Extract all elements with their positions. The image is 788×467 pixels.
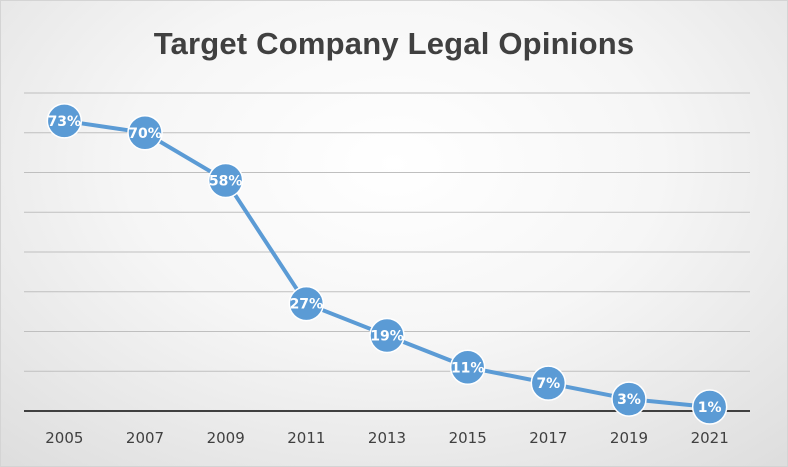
data-point-marker: [611, 381, 647, 417]
data-label: 27%: [290, 297, 324, 313]
data-point-marker: [207, 162, 244, 199]
x-tick-label: 2009: [207, 429, 245, 447]
chart-title: Target Company Legal Opinions: [153, 26, 635, 61]
x-axis-tick-labels: 2005 2007 2009 2011 2013 2015 2017 2019 2021: [45, 429, 729, 447]
data-point-marker: [288, 285, 325, 322]
data-label: 1%: [698, 400, 722, 416]
data-point-marker: [127, 115, 163, 151]
data-label: 3%: [617, 392, 641, 408]
series-line-path: [64, 118, 710, 410]
x-tick-label: 2015: [449, 429, 487, 447]
data-label: 7%: [536, 376, 560, 392]
x-tick-label: 2017: [529, 429, 567, 447]
data-label: 73%: [48, 114, 82, 130]
x-tick-label: 2011: [287, 429, 325, 447]
data-label: 19%: [370, 328, 404, 344]
x-tick-label: 2019: [610, 429, 648, 447]
data-label: 70%: [128, 126, 162, 142]
x-tick-label: 2007: [126, 429, 164, 447]
data-point-marker: [691, 389, 728, 425]
x-tick-label: 2005: [45, 429, 83, 447]
data-points: 73% 70% 58% 27% 19% 11% 7% 3% 1%: [46, 103, 728, 425]
data-point-marker: [46, 103, 83, 139]
x-tick-label: 2013: [368, 429, 406, 447]
data-point-marker: [369, 317, 405, 354]
data-point-marker: [449, 349, 486, 386]
series-line: [64, 118, 710, 410]
data-point-marker: [530, 365, 567, 401]
data-label: 58%: [209, 173, 243, 189]
x-tick-label: 2021: [691, 429, 729, 447]
data-label: 11%: [451, 360, 485, 376]
